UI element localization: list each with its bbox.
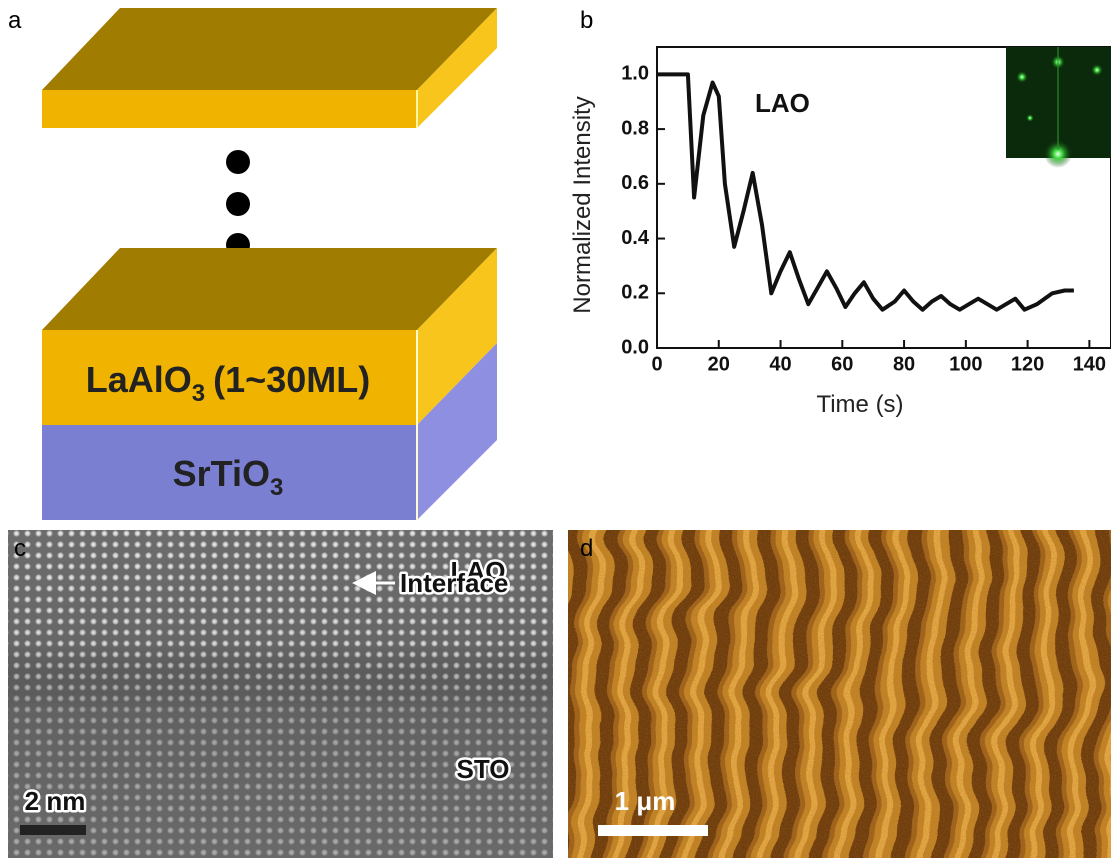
substrate-label: SrTiO3 xyxy=(173,453,284,501)
layer-label: LaAlO3 (1~30ML) xyxy=(86,359,370,407)
top-slab xyxy=(42,8,497,128)
scale-bar xyxy=(20,825,86,835)
x-axis-label: Time (s) xyxy=(816,391,903,418)
panel-label: a xyxy=(8,7,22,34)
x-tick-label: 80 xyxy=(893,353,915,375)
y-tick-label: 1.0 xyxy=(621,63,649,85)
scale-bar-label: 2 nm xyxy=(25,786,86,816)
x-tick-label: 20 xyxy=(708,353,730,375)
tem-label: Interface xyxy=(400,568,508,598)
label-text: LaAlO xyxy=(86,359,192,400)
panel-label: c xyxy=(14,535,26,562)
x-tick-label: 0 xyxy=(651,353,662,375)
y-tick-label: 0.0 xyxy=(621,336,649,358)
x-tick-label: 120 xyxy=(1011,353,1044,375)
scale-bar-label: 1 μm xyxy=(615,786,676,816)
x-tick-label: 140 xyxy=(1073,353,1106,375)
x-tick-label: 60 xyxy=(831,353,853,375)
y-axis-label: Normalized Intensity xyxy=(569,96,596,313)
y-tick-label: 0.4 xyxy=(621,227,650,249)
tem-label: STO xyxy=(457,754,510,784)
figure: a LaAlO3(1~30ML) SrTiO3 b 0.00.20.40.60.… xyxy=(0,0,1111,858)
y-tick-label: 0.6 xyxy=(621,172,649,194)
panel-label: b xyxy=(580,7,593,34)
annotation: LAO xyxy=(755,88,810,118)
label-text: SrTiO xyxy=(173,453,270,494)
x-tick-label: 40 xyxy=(769,353,791,375)
y-tick-label: 0.8 xyxy=(621,117,649,139)
x-tick-label: 100 xyxy=(949,353,982,375)
y-tick-label: 0.2 xyxy=(621,282,649,304)
scale-bar xyxy=(598,825,708,836)
label-text: (1~30ML) xyxy=(213,359,370,400)
subscript: 3 xyxy=(192,380,205,407)
subscript: 3 xyxy=(270,474,283,501)
panel-label: d xyxy=(580,535,593,562)
rheed-inset xyxy=(1006,47,1111,168)
